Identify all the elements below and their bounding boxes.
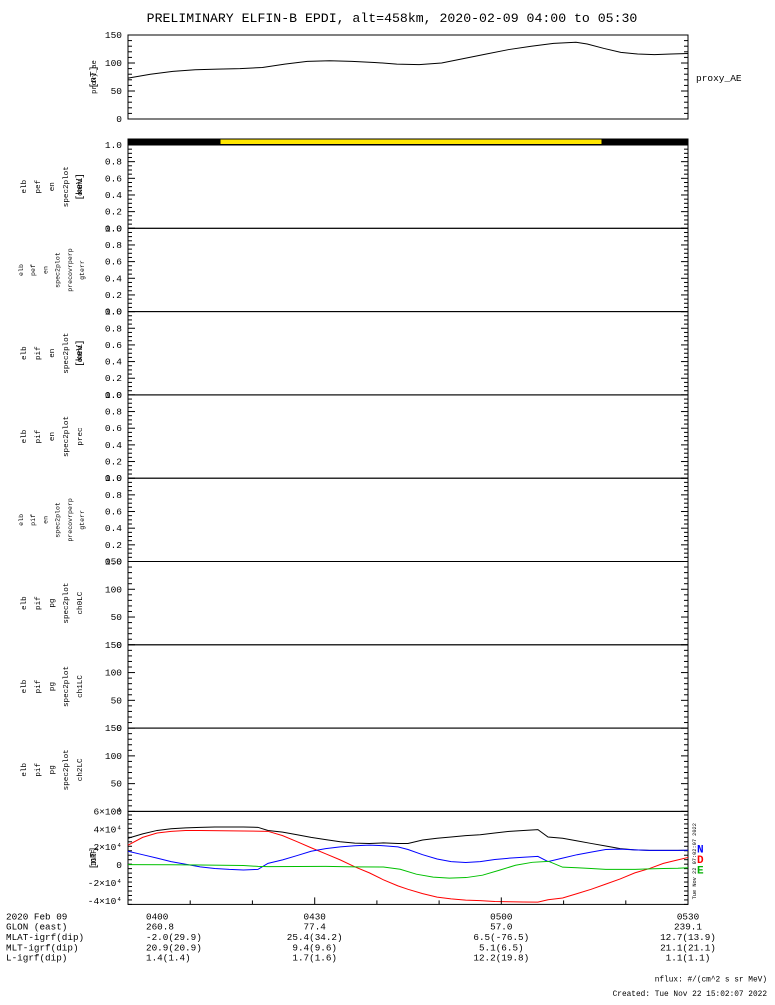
svg-text:proxy_AE: proxy_AE: [696, 73, 742, 84]
svg-text:0.4: 0.4: [105, 523, 122, 534]
svg-text:precovrperp: precovrperp: [67, 248, 74, 292]
svg-text:-4×10⁴: -4×10⁴: [88, 896, 122, 907]
svg-text:pg: pg: [49, 599, 57, 608]
svg-text:nflux: #/(cm^2 s sr MeV): nflux: #/(cm^2 s sr MeV): [655, 976, 767, 985]
svg-text:50: 50: [111, 86, 123, 97]
svg-text:0.4: 0.4: [105, 190, 122, 201]
svg-text:pif: pif: [35, 763, 43, 777]
svg-text:0.6: 0.6: [105, 257, 122, 268]
svg-text:0.6: 0.6: [105, 507, 122, 518]
svg-text:ch0LC: ch0LC: [77, 591, 85, 614]
svg-text:L-igrf(dip): L-igrf(dip): [6, 953, 67, 964]
svg-text:spec2plot: spec2plot: [63, 583, 71, 624]
svg-text:1.1(1.1): 1.1(1.1): [666, 953, 711, 964]
svg-text:0.6: 0.6: [105, 423, 122, 434]
svg-text:0.2: 0.2: [105, 290, 122, 301]
svg-text:elb: elb: [21, 763, 29, 777]
svg-text:pef: pef: [30, 264, 37, 276]
svg-text:1.0: 1.0: [105, 473, 122, 484]
svg-text:elb: elb: [18, 514, 25, 526]
svg-text:pif: pif: [35, 346, 43, 360]
svg-text:0.8: 0.8: [105, 323, 122, 334]
svg-text:0.8: 0.8: [105, 240, 122, 251]
svg-text:[keV]: [keV]: [75, 173, 85, 200]
svg-text:elb: elb: [21, 346, 29, 360]
svg-text:pif: pif: [35, 596, 43, 610]
svg-text:[nT]: [nT]: [88, 66, 99, 89]
svg-text:en: en: [49, 432, 57, 441]
svg-text:[nT]: [nT]: [88, 846, 99, 869]
svg-text:spec2plot: spec2plot: [63, 166, 71, 207]
svg-text:gterr: gterr: [79, 510, 86, 530]
svg-text:1.4(1.4): 1.4(1.4): [146, 953, 191, 964]
svg-text:spec2plot: spec2plot: [63, 333, 71, 374]
svg-text:pif: pif: [30, 514, 37, 526]
svg-text:0.4: 0.4: [105, 440, 122, 451]
svg-text:100: 100: [105, 668, 122, 679]
svg-text:PRELIMINARY ELFIN-B EPDI, alt=: PRELIMINARY ELFIN-B EPDI, alt=458km, 202…: [147, 11, 638, 26]
svg-text:precovrperp: precovrperp: [67, 498, 74, 542]
svg-text:0.8: 0.8: [105, 407, 122, 418]
svg-text:0.8: 0.8: [105, 490, 122, 501]
svg-text:E: E: [697, 865, 704, 877]
svg-text:0.4: 0.4: [105, 357, 122, 368]
svg-text:en: en: [42, 266, 49, 274]
svg-text:0.6: 0.6: [105, 173, 122, 184]
svg-text:pg: pg: [49, 682, 57, 691]
svg-text:0.2: 0.2: [105, 373, 122, 384]
svg-text:1.0: 1.0: [105, 223, 122, 234]
svg-text:1.7(1.6): 1.7(1.6): [292, 953, 337, 964]
svg-text:en: en: [49, 182, 57, 191]
svg-text:elb: elb: [18, 264, 25, 276]
svg-text:pef: pef: [35, 179, 43, 193]
svg-text:1.0: 1.0: [105, 140, 122, 151]
svg-text:spec2plot: spec2plot: [63, 666, 71, 707]
svg-text:0.4: 0.4: [105, 273, 122, 284]
svg-text:pg: pg: [49, 765, 57, 774]
svg-text:4×10⁴: 4×10⁴: [93, 824, 122, 835]
svg-text:0.8: 0.8: [105, 157, 122, 168]
svg-text:150: 150: [105, 640, 122, 651]
svg-text:pif: pif: [35, 429, 43, 443]
svg-text:elb: elb: [21, 679, 29, 693]
svg-text:-2×10⁴: -2×10⁴: [88, 878, 122, 889]
svg-text:spec2plot: spec2plot: [63, 749, 71, 790]
svg-text:1.0: 1.0: [105, 390, 122, 401]
svg-text:elb: elb: [21, 596, 29, 610]
svg-text:100: 100: [105, 751, 122, 762]
svg-text:1.0: 1.0: [105, 307, 122, 318]
svg-text:[keV]: [keV]: [75, 340, 85, 367]
svg-text:elb: elb: [21, 179, 29, 193]
svg-text:ch1LC: ch1LC: [77, 675, 85, 698]
svg-text:0: 0: [116, 860, 122, 871]
svg-text:pif: pif: [35, 679, 43, 693]
svg-text:gterr: gterr: [79, 260, 86, 280]
svg-text:50: 50: [111, 779, 123, 790]
svg-text:150: 150: [105, 723, 122, 734]
svg-text:150: 150: [105, 30, 122, 41]
svg-text:Created: Tue Nov 22 15:02:07 2: Created: Tue Nov 22 15:02:07 2022: [613, 991, 768, 999]
svg-text:prec: prec: [77, 427, 85, 445]
svg-text:ch2LC: ch2LC: [77, 758, 85, 781]
svg-text:0.6: 0.6: [105, 340, 122, 351]
svg-text:0.2: 0.2: [105, 207, 122, 218]
svg-text:en: en: [42, 516, 49, 524]
svg-text:50: 50: [111, 612, 123, 623]
svg-text:elb: elb: [21, 429, 29, 443]
svg-text:50: 50: [111, 695, 123, 706]
svg-text:150: 150: [105, 557, 122, 568]
svg-text:spec2plot: spec2plot: [55, 252, 62, 288]
svg-text:0: 0: [116, 114, 122, 125]
svg-text:spec2plot: spec2plot: [63, 416, 71, 457]
svg-text:100: 100: [105, 58, 122, 69]
svg-text:en: en: [49, 349, 57, 358]
svg-text:100: 100: [105, 584, 122, 595]
svg-text:0.2: 0.2: [105, 540, 122, 551]
svg-text:12.2(19.8): 12.2(19.8): [473, 953, 529, 964]
svg-text:0.2: 0.2: [105, 457, 122, 468]
svg-text:spec2plot: spec2plot: [55, 502, 62, 538]
svg-text:6×10⁴: 6×10⁴: [93, 806, 122, 817]
